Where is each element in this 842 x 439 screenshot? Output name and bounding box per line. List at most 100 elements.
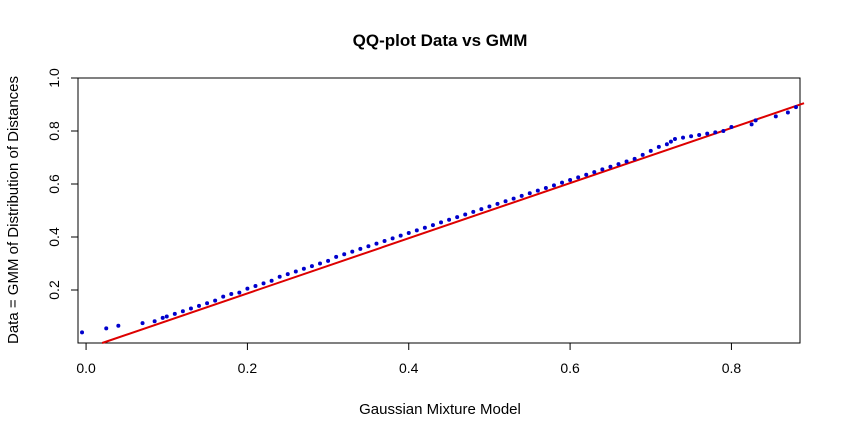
- data-point: [277, 274, 282, 279]
- data-point: [479, 207, 484, 212]
- data-point: [632, 156, 637, 161]
- data-point: [560, 180, 565, 185]
- data-point: [713, 130, 718, 135]
- data-point: [334, 254, 339, 259]
- data-point: [366, 244, 371, 249]
- data-point: [140, 321, 145, 326]
- data-point: [374, 241, 379, 246]
- data-point: [600, 167, 605, 172]
- data-point: [705, 131, 710, 136]
- data-point: [116, 323, 121, 328]
- data-point: [350, 249, 355, 254]
- data-point: [293, 269, 298, 274]
- data-point: [576, 175, 581, 180]
- data-point: [648, 148, 653, 153]
- data-point: [180, 309, 185, 314]
- data-point: [213, 298, 218, 303]
- x-tick-label: 0.8: [722, 360, 742, 376]
- data-point: [390, 236, 395, 241]
- data-point: [721, 129, 726, 133]
- data-point: [624, 159, 629, 164]
- data-point: [640, 152, 645, 157]
- reference-line: [101, 102, 805, 344]
- y-axis-label: Data = GMM of Distribution of Distances: [5, 76, 22, 344]
- data-point: [414, 228, 419, 233]
- y-tick-label: 1.0: [46, 68, 62, 88]
- data-point: [753, 118, 758, 123]
- data-point: [785, 110, 790, 115]
- data-point: [342, 252, 347, 257]
- chart-title: QQ-plot Data vs GMM: [353, 31, 528, 50]
- data-point: [672, 136, 677, 141]
- data-point: [487, 204, 492, 209]
- data-point: [668, 139, 673, 144]
- data-points-layer: [80, 105, 798, 335]
- data-point: [511, 196, 516, 201]
- x-tick-label: 0.4: [399, 360, 419, 376]
- data-point: [261, 281, 266, 286]
- x-axis: 0.0 0.2 0.4 0.6 0.8: [76, 343, 741, 376]
- data-point: [773, 114, 778, 119]
- data-point: [592, 170, 597, 175]
- data-point: [104, 326, 109, 331]
- x-tick-label: 0.2: [238, 360, 258, 376]
- data-point: [697, 132, 702, 137]
- data-point: [152, 319, 157, 324]
- data-point: [656, 144, 661, 149]
- data-point: [430, 223, 435, 228]
- data-point: [197, 303, 202, 308]
- data-point: [160, 315, 165, 320]
- data-point: [503, 199, 508, 204]
- y-tick-label: 0.4: [46, 227, 62, 247]
- data-point: [188, 306, 193, 311]
- data-point: [793, 105, 798, 110]
- data-point: [358, 246, 363, 251]
- data-point: [471, 209, 476, 214]
- data-point: [301, 266, 306, 271]
- reference-line-layer: [101, 102, 805, 344]
- x-tick-label: 0.0: [76, 360, 96, 376]
- data-point: [245, 286, 250, 291]
- x-tick-label: 0.6: [560, 360, 580, 376]
- data-point: [382, 238, 387, 243]
- data-point: [664, 142, 669, 147]
- data-point: [285, 272, 290, 277]
- data-point: [527, 191, 532, 196]
- data-point: [237, 290, 242, 295]
- y-tick-label: 0.2: [46, 280, 62, 300]
- y-axis: 0.2 0.4 0.6 0.8 1.0: [46, 68, 78, 300]
- data-point: [205, 301, 210, 306]
- data-point: [568, 178, 573, 183]
- x-axis-label: Gaussian Mixture Model: [359, 401, 521, 418]
- data-point: [221, 294, 226, 299]
- data-point: [406, 231, 411, 236]
- data-point: [172, 311, 177, 316]
- data-point: [447, 217, 452, 222]
- data-point: [229, 291, 234, 296]
- data-point: [463, 212, 468, 217]
- data-point: [269, 278, 274, 283]
- data-point: [164, 314, 169, 319]
- data-point: [608, 164, 613, 169]
- data-point: [616, 162, 621, 167]
- y-tick-label: 0.8: [46, 121, 62, 141]
- data-point: [495, 201, 500, 206]
- plot-area-frame: [77, 77, 801, 344]
- data-point: [535, 188, 540, 193]
- data-point: [422, 225, 427, 230]
- data-point: [689, 134, 694, 139]
- data-point: [729, 125, 734, 130]
- data-point: [749, 122, 754, 127]
- data-point: [80, 330, 85, 335]
- data-point: [309, 264, 314, 269]
- data-point: [519, 193, 524, 198]
- data-point: [551, 183, 556, 188]
- data-point: [681, 135, 686, 140]
- data-point: [543, 185, 548, 190]
- data-point: [326, 258, 331, 263]
- y-tick-label: 0.6: [46, 174, 62, 194]
- data-point: [455, 215, 460, 220]
- data-point: [398, 233, 403, 238]
- data-point: [584, 172, 589, 177]
